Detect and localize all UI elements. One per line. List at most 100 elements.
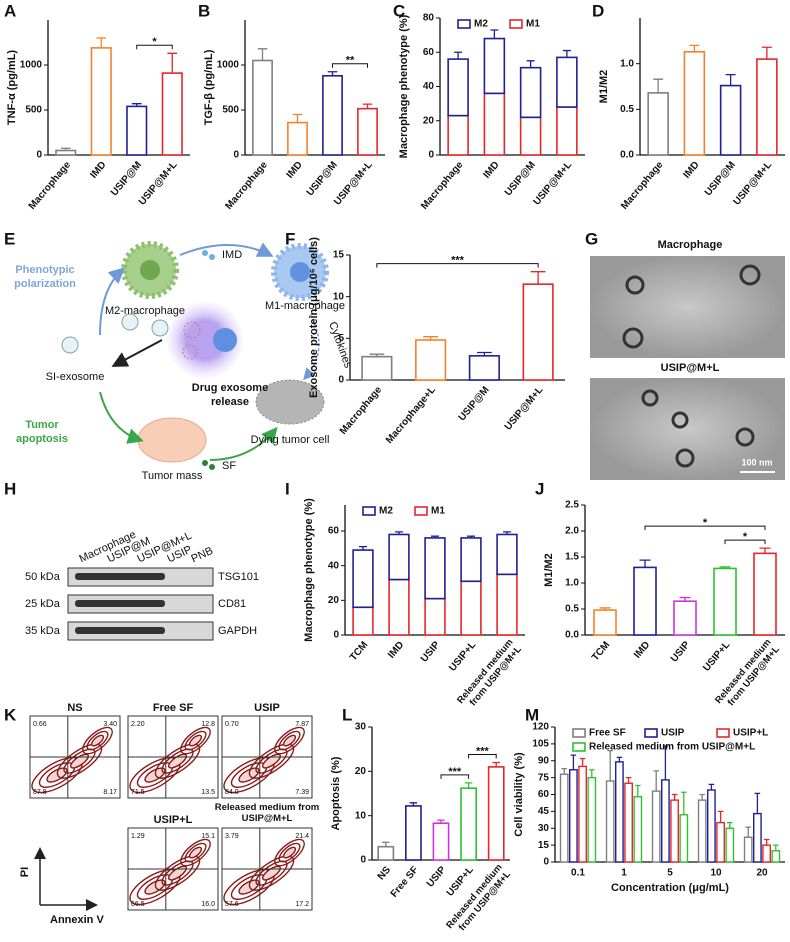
error-bar (761, 46, 772, 60)
quadrant-value: 7.87 (295, 721, 309, 728)
significance-label: *** (451, 255, 465, 267)
y-axis-label: M1/M2 (543, 553, 555, 587)
vesicle (182, 344, 198, 360)
bar-segment (483, 92, 506, 156)
error-bar (490, 29, 499, 39)
bar (405, 805, 422, 861)
bar (713, 567, 737, 636)
panel-label: D (592, 1, 604, 20)
error-bar (561, 767, 567, 775)
y-tick-label: 0 (360, 855, 366, 866)
y-axis-label: TNF-α (pg/mL) (6, 50, 18, 126)
y-tick-label: 30 (355, 722, 367, 733)
x-tick-label: 1 (621, 868, 627, 879)
tumor-mass (137, 417, 207, 463)
bar (487, 766, 505, 861)
error-bar (503, 531, 511, 535)
blot-band (75, 627, 165, 634)
density-contour (86, 730, 109, 751)
bar (605, 780, 615, 863)
x-tick-label: USIP (419, 639, 443, 664)
y-tick-label: 0 (543, 857, 549, 868)
arrow (99, 391, 144, 444)
y-tick-label: 45 (538, 806, 550, 817)
significance-label: * (743, 531, 748, 543)
y-tick-label: 500 (222, 105, 239, 116)
x-tick-label: IMD (632, 640, 652, 661)
bar (719, 84, 742, 156)
panel-label: K (4, 705, 17, 724)
x-tick-label: USIP@M+L (503, 385, 546, 433)
panel-label: F (285, 229, 295, 248)
error-bar (725, 73, 736, 86)
quadrant-value: 21.4 (295, 833, 309, 840)
vesicle (121, 313, 139, 331)
y-tick-label: 2.0 (565, 526, 579, 537)
error-bar (679, 596, 691, 602)
y-tick-label: 1.0 (620, 58, 634, 69)
bar (593, 609, 617, 636)
image-title: USIP@M+L (661, 362, 720, 374)
error-bar (60, 147, 71, 151)
diagram-label: apoptosis (16, 433, 68, 445)
y-tick-label: 75 (538, 772, 550, 783)
plot-title: NS (67, 702, 82, 714)
error-bar (131, 103, 142, 107)
density-contour (154, 743, 201, 779)
significance-label: *** (448, 766, 462, 778)
error-bar (754, 792, 761, 814)
panel-label: G (585, 229, 598, 248)
tem-image (590, 378, 785, 480)
error-bar (423, 336, 439, 340)
bar (615, 761, 624, 863)
error-bar (681, 791, 687, 815)
significance-bracket (376, 263, 539, 268)
bar (707, 789, 716, 863)
protein-label: GAPDH (218, 625, 257, 637)
vesicle (151, 319, 169, 337)
error-bar (327, 71, 338, 76)
y-tick-label: 5 (338, 333, 344, 344)
error-bar (689, 44, 700, 52)
y-tick-label: 20 (423, 115, 435, 126)
y-tick-label: 0 (428, 150, 434, 161)
x-tick-label: NS (376, 864, 394, 882)
density-contour (274, 838, 305, 867)
x-tick-label: USIP@M (109, 160, 144, 199)
density-contour (56, 743, 103, 779)
error-bar (653, 78, 664, 93)
tem-vesicle (675, 448, 695, 468)
legend-swatch (644, 728, 658, 738)
density-contour (161, 748, 194, 774)
error-bar (699, 793, 705, 801)
bar (624, 782, 633, 863)
flow-axes: PI Annexin V (19, 847, 104, 926)
bar (126, 105, 148, 156)
exosome-cell (167, 302, 243, 378)
bar (55, 149, 77, 156)
error-bar (759, 547, 771, 554)
x-tick-label: Macrophage (224, 159, 271, 212)
significance-bracket (724, 539, 766, 545)
y-tick-label: 15 (333, 250, 345, 261)
y-tick-label: 0.5 (620, 104, 634, 115)
bar (522, 283, 554, 381)
diagram-label: M1-macrophage (265, 300, 345, 312)
imd-dot (202, 250, 208, 256)
bar (468, 355, 500, 381)
bar-segment (424, 537, 446, 600)
bar (716, 821, 725, 863)
error-bar (717, 810, 724, 823)
bar-segment (447, 114, 469, 156)
quadrant-value: 16.0 (201, 901, 215, 908)
error-bar (167, 52, 178, 74)
error-bar (257, 48, 268, 61)
diagram-label: Tumor (25, 419, 59, 431)
error-bar (719, 566, 731, 569)
y-tick-label: 15 (538, 840, 550, 851)
error-bar (96, 37, 107, 48)
error-bar (292, 113, 303, 123)
density-contour (248, 855, 295, 891)
panel-label: I (285, 479, 290, 498)
quadrant-value: 2.20 (131, 721, 145, 728)
